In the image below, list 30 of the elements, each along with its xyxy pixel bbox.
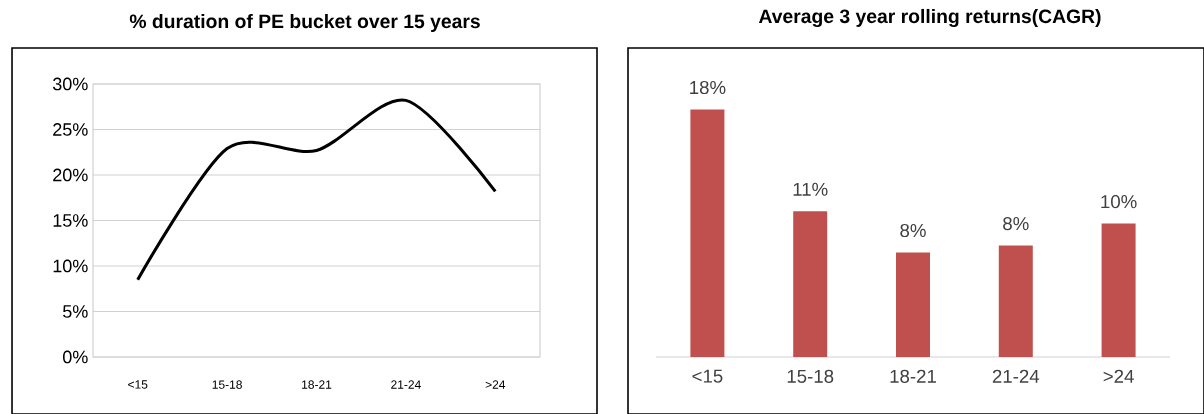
x-tick-label: 21-24 <box>992 369 1040 383</box>
bar <box>690 109 725 357</box>
x-tick-label: 15-18 <box>787 369 834 383</box>
data-label: 8% <box>1003 217 1029 231</box>
data-label: 8% <box>900 223 926 238</box>
x-tick-label: <15 <box>692 369 723 383</box>
bar <box>896 252 930 357</box>
x-tick-label: <15 <box>128 380 148 389</box>
x-tick-label: 15-18 <box>212 380 242 389</box>
y-tick-label: 0% <box>63 350 88 364</box>
x-tick-label: >24 <box>1103 369 1134 383</box>
y-tick-label: 5% <box>63 305 88 318</box>
y-tick-label: 30% <box>52 77 88 91</box>
data-label: 10% <box>1101 195 1137 209</box>
chart-title: Average 3 year rolling returns(CAGR) <box>758 8 1101 28</box>
y-tick-label: 20% <box>53 168 88 182</box>
data-label: 11% <box>793 182 828 196</box>
y-tick-label: 10% <box>53 259 88 273</box>
bar <box>1101 223 1136 357</box>
bar <box>793 211 828 357</box>
chart-title: % duration of PE bucket over 15 years <box>129 13 480 33</box>
y-tick-label: 15% <box>53 214 88 227</box>
y-tick-label: 25% <box>53 123 88 136</box>
x-tick-label: 21-24 <box>391 380 421 389</box>
bar <box>998 245 1033 357</box>
line-series <box>136 98 497 282</box>
x-tick-label: 18-21 <box>302 380 332 389</box>
data-label: 18% <box>690 80 726 95</box>
x-tick-label: >24 <box>485 380 506 389</box>
x-tick-label: 18-21 <box>890 369 936 383</box>
